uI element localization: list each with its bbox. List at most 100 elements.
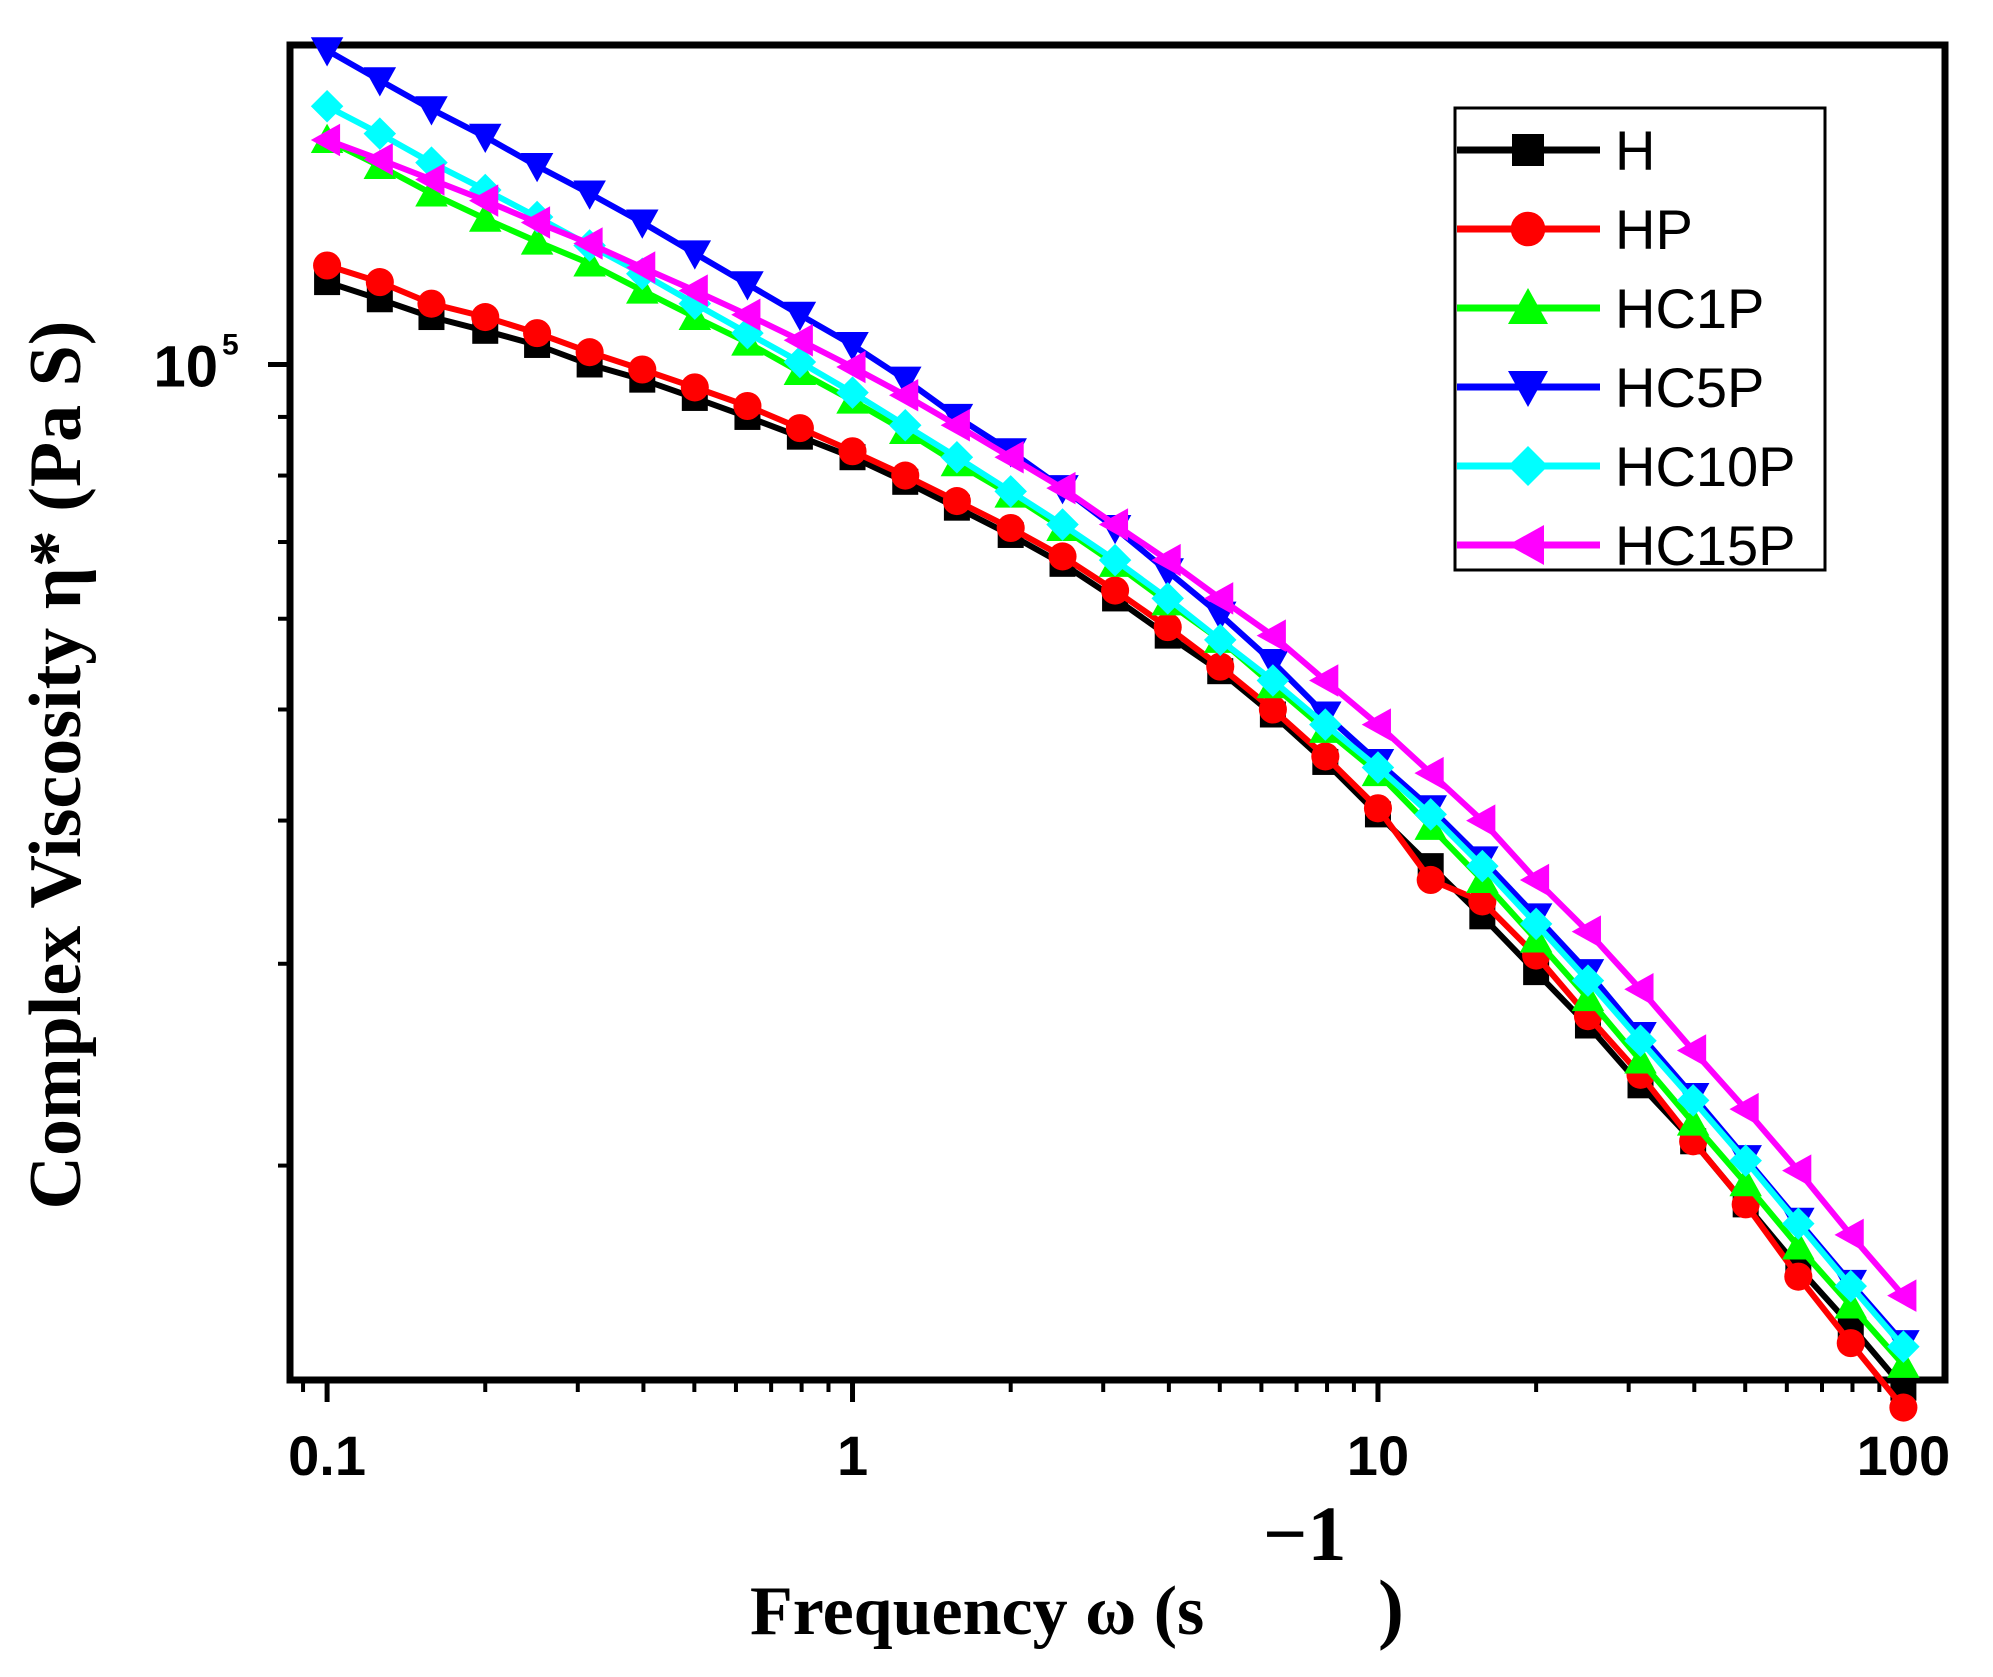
data-point [1571, 964, 1605, 997]
data-point [1046, 508, 1079, 541]
data-point [889, 379, 919, 412]
data-point [836, 331, 869, 362]
legend-box [1453, 106, 1827, 572]
data-point [731, 271, 764, 301]
x-tick-label: 10 [1347, 1424, 1409, 1487]
data-point [415, 177, 448, 207]
data-point [836, 376, 869, 409]
data-point [1151, 543, 1181, 577]
data-point [1731, 1190, 1760, 1219]
data-point [1361, 708, 1391, 741]
data-point [313, 251, 342, 280]
data-point [1624, 1024, 1657, 1058]
data-point [417, 289, 446, 318]
data-point [1836, 1329, 1865, 1358]
data-point [1676, 1106, 1710, 1136]
data-point [573, 247, 606, 277]
legend-label: HC15P [1615, 514, 1796, 577]
data-point [1046, 471, 1076, 505]
series-hc15p [310, 123, 1917, 1312]
x-tick-label: 1 [837, 1424, 868, 1487]
y-tick-label-exponent: 5 [222, 328, 239, 361]
data-point [469, 123, 502, 154]
data-point [469, 184, 499, 217]
data-point [1466, 804, 1496, 837]
data-point [1834, 1269, 1868, 1303]
x-axis-label: Frequency ω (s [750, 1573, 1204, 1650]
data-point [994, 440, 1024, 474]
data-point [1414, 756, 1444, 790]
data-point [1468, 887, 1497, 916]
data-point [575, 338, 604, 367]
series-layer [310, 37, 1920, 1422]
data-point [1782, 1207, 1815, 1240]
data-point [1834, 1289, 1868, 1319]
data-point [785, 414, 814, 443]
data-point [838, 437, 867, 466]
data-point [415, 96, 448, 126]
data-point [1519, 907, 1553, 941]
data-point [1309, 664, 1339, 697]
data-point [1729, 1144, 1762, 1177]
plot-border [286, 41, 1949, 1384]
data-point [310, 37, 344, 67]
data-point [1256, 619, 1286, 652]
data-point [628, 355, 657, 384]
legend-item-hp: HP [1457, 198, 1693, 261]
data-point [1782, 1154, 1812, 1187]
legend-item-h: H [1457, 119, 1655, 182]
legend-label: HP [1615, 198, 1693, 261]
legend-marker [1508, 525, 1544, 565]
data-point [1416, 865, 1445, 895]
data-point [1676, 1034, 1707, 1067]
data-point [783, 323, 813, 357]
data-point [520, 152, 554, 183]
x-axis-label-close: ) [1378, 1564, 1404, 1651]
data-point [1889, 1393, 1918, 1422]
data-point [889, 366, 922, 396]
data-point [731, 298, 761, 332]
legend: H HP HC1P HC5P HC10P HC15P [1453, 106, 1827, 577]
y-tick-label: 10 [153, 334, 218, 399]
data-point [678, 240, 712, 270]
data-point [1834, 1218, 1864, 1252]
data-point [783, 301, 817, 332]
data-point [1414, 798, 1447, 831]
data-point [626, 251, 656, 284]
data-point [994, 475, 1027, 508]
data-point [523, 319, 552, 348]
plot-frame [286, 41, 1949, 1384]
data-point [365, 268, 394, 297]
data-point [471, 303, 500, 332]
data-point [1098, 508, 1129, 541]
data-point [1782, 1230, 1815, 1260]
data-point [940, 440, 974, 474]
data-point [1206, 652, 1235, 681]
data-point [680, 373, 709, 402]
data-point [1258, 695, 1287, 724]
data-point [1153, 613, 1182, 642]
data-point [1203, 582, 1234, 615]
legend-label: HC10P [1615, 435, 1796, 498]
y-axis-label: Complex Viscosity η* (Pa S) [15, 321, 97, 1210]
legend-marker [1508, 288, 1548, 324]
x-tick-label: 0.1 [288, 1424, 366, 1487]
legend-item-hc15p: HC15P [1457, 514, 1796, 577]
data-point [1784, 1262, 1813, 1291]
data-point [415, 163, 445, 196]
data-point [1519, 863, 1550, 897]
legend-marker [1508, 446, 1548, 486]
data-point [520, 225, 554, 255]
data-point [1203, 623, 1237, 657]
data-point [889, 409, 922, 442]
legend-item-hc1p: HC1P [1457, 277, 1764, 340]
data-point [310, 90, 344, 123]
data-point [1624, 1044, 1657, 1074]
legend-label: HC5P [1615, 356, 1764, 419]
data-point [1729, 1167, 1762, 1197]
data-point [1361, 751, 1395, 784]
legend-item-hc5p: HC5P [1457, 356, 1764, 419]
data-point [573, 227, 603, 260]
